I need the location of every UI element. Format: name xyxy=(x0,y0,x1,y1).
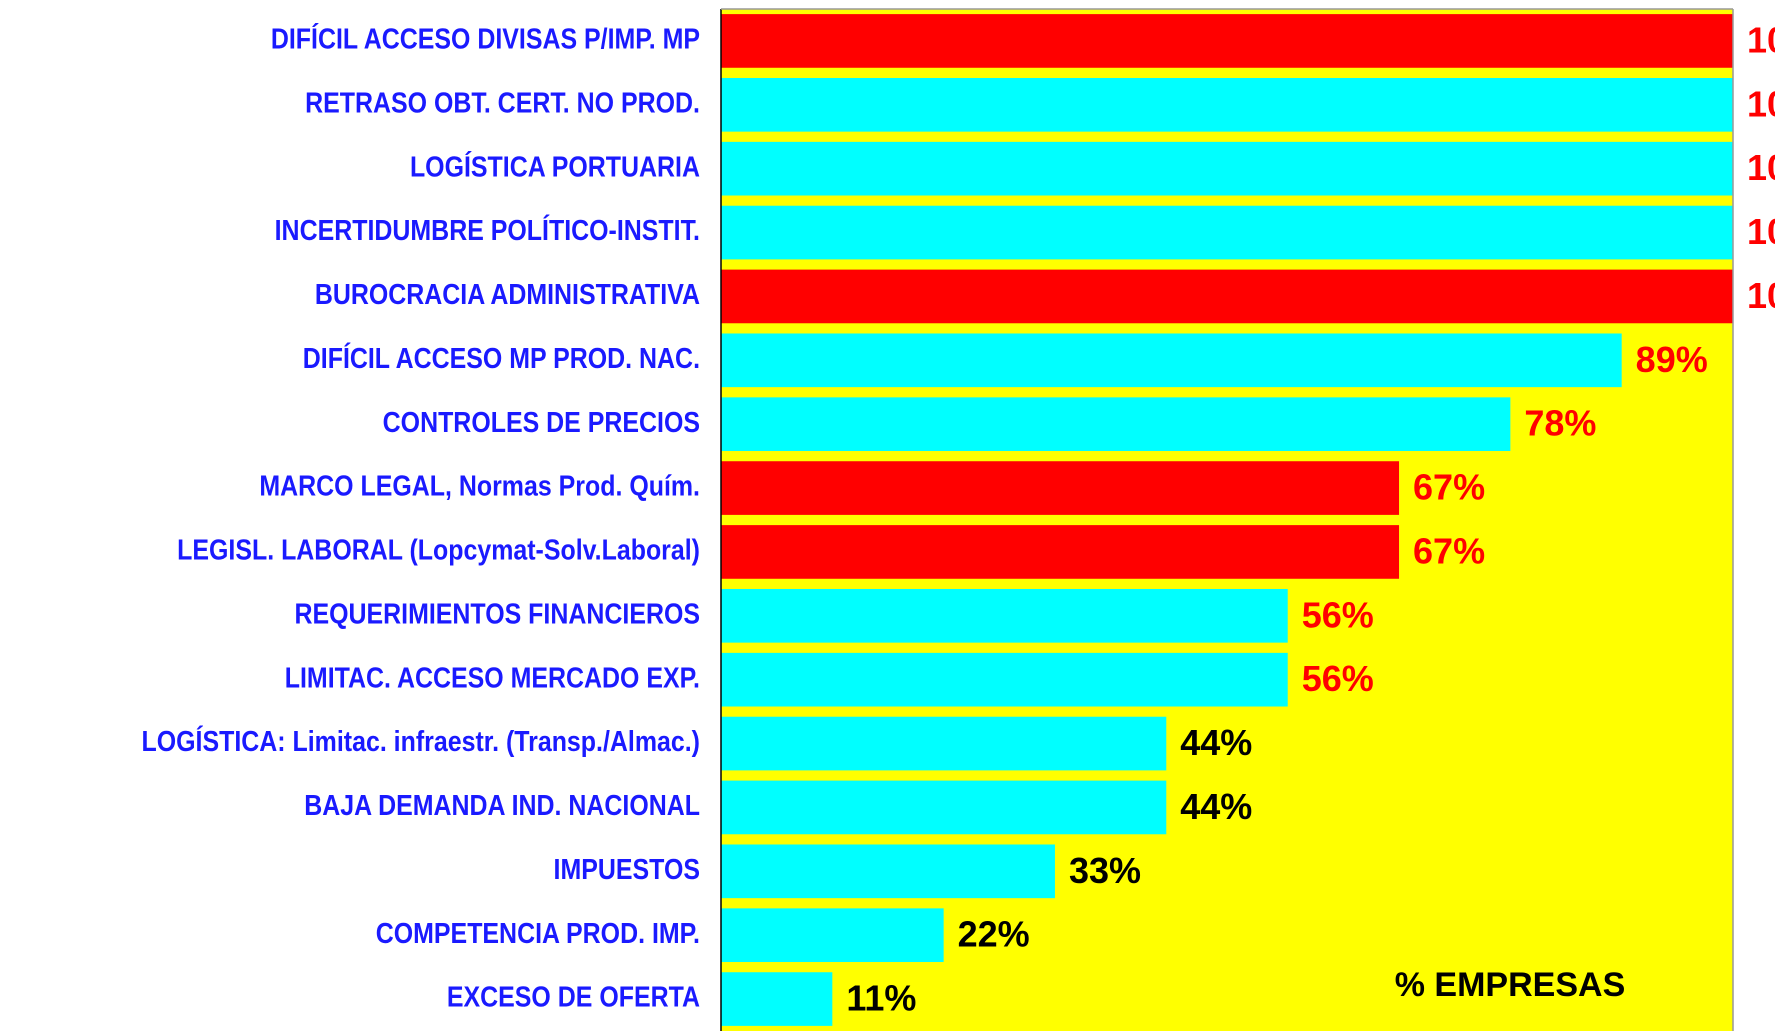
bar xyxy=(721,397,1511,452)
category-label: RETRASO OBT. CERT. NO PROD. xyxy=(305,87,700,119)
category-label: INCERTIDUMBRE POLÍTICO-INSTIT. xyxy=(275,213,700,247)
category-label: COMPETENCIA PROD. IMP. xyxy=(376,918,700,950)
bar xyxy=(721,461,1400,515)
data-label: 22% xyxy=(958,914,1030,955)
data-label: 100% xyxy=(1747,211,1775,252)
category-label: IMPUESTOS xyxy=(554,854,700,886)
data-label: 56% xyxy=(1302,658,1374,699)
data-label: 78% xyxy=(1524,403,1596,444)
data-label: 100% xyxy=(1747,275,1775,316)
category-label: LEGISL. LABORAL (Lopcymat-Solv.Laboral) xyxy=(177,535,700,567)
bar xyxy=(721,716,1167,771)
data-label: 44% xyxy=(1180,786,1252,827)
category-label: REQUERIMIENTOS FINANCIEROS xyxy=(294,598,700,630)
annotation: % EMPRESAS xyxy=(1395,966,1626,1004)
bar xyxy=(721,525,1400,579)
category-label: EXCESO DE OFERTA xyxy=(447,982,700,1014)
bar xyxy=(721,77,1733,132)
bar xyxy=(721,652,1288,707)
bar xyxy=(721,14,1733,68)
data-label: 67% xyxy=(1413,467,1485,508)
bar xyxy=(721,141,1733,196)
data-label: 33% xyxy=(1069,850,1141,891)
bar xyxy=(721,333,1622,388)
category-label: LOGÍSTICA PORTUARIA xyxy=(410,149,700,183)
category-label: DIFÍCIL ACCESO DIVISAS P/IMP. MP xyxy=(271,22,700,56)
bar xyxy=(721,780,1167,835)
data-label: 67% xyxy=(1413,530,1485,571)
data-label: 56% xyxy=(1302,594,1374,635)
category-label: DIFÍCIL ACCESO MP PROD. NAC. xyxy=(303,341,700,375)
data-label: 44% xyxy=(1180,722,1252,763)
bar xyxy=(721,205,1733,260)
data-label: 89% xyxy=(1636,339,1708,380)
bar xyxy=(721,844,1055,899)
category-label: CONTROLES DE PRECIOS xyxy=(383,407,700,439)
category-label: BUROCRACIA ADMINISTRATIVA xyxy=(315,279,700,311)
bar xyxy=(721,972,833,1026)
category-label: LOGÍSTICA: Limitac. infraestr. (Transp./… xyxy=(141,724,700,758)
category-label: LIMITAC. ACCESO MERCADO EXP. xyxy=(285,662,700,694)
category-label: BAJA DEMANDA IND. NACIONAL xyxy=(304,790,700,822)
bar xyxy=(721,269,1733,324)
category-label: MARCO LEGAL, Normas Prod. Quím. xyxy=(259,471,700,503)
data-label: 100% xyxy=(1747,19,1775,60)
bar xyxy=(721,588,1288,643)
bar xyxy=(721,908,944,963)
data-label: 11% xyxy=(846,978,916,1019)
data-label: 100% xyxy=(1747,147,1775,188)
data-label: 100% xyxy=(1747,83,1775,124)
